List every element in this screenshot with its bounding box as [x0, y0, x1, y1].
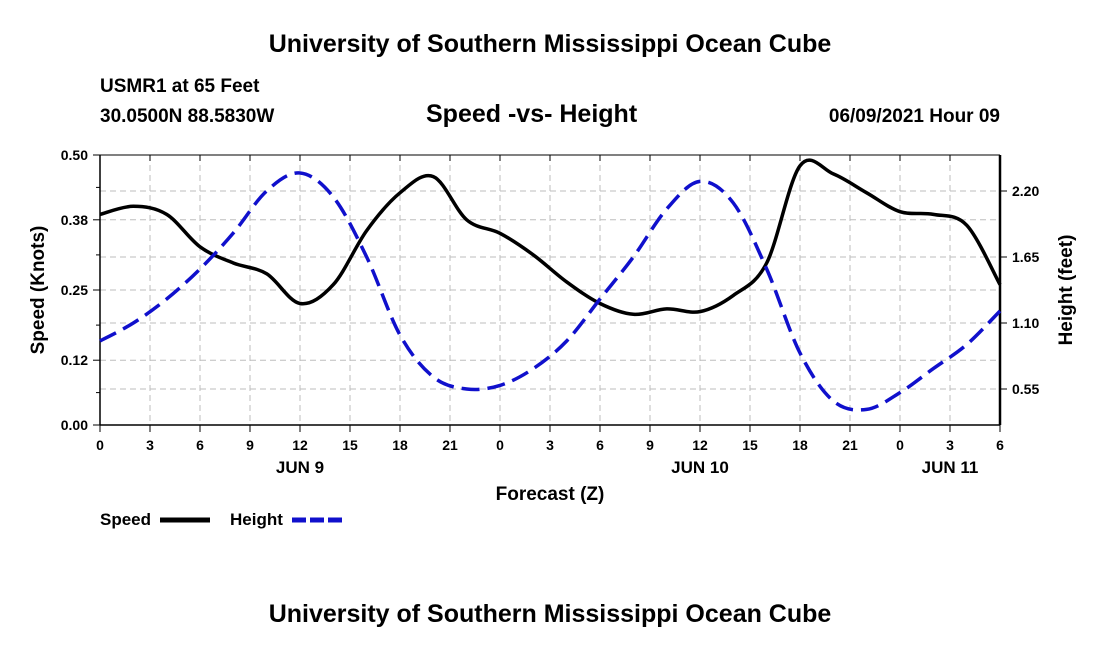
x-tick-label: 12 — [292, 437, 308, 453]
x-tick-label: 3 — [946, 437, 954, 453]
x-tick-label: 0 — [496, 437, 504, 453]
y2-tick-label: 2.20 — [1012, 183, 1039, 199]
x-tick-label: 6 — [596, 437, 604, 453]
x-tick-label: 18 — [392, 437, 408, 453]
x-tick-label: 3 — [146, 437, 154, 453]
y2-tick-label: 1.10 — [1012, 315, 1039, 331]
y-tick-label: 0.50 — [61, 147, 88, 163]
y-tick-label: 0.38 — [61, 212, 88, 228]
legend-label-height: Height — [230, 510, 283, 529]
x-tick-label: 0 — [896, 437, 904, 453]
day-label: JUN 10 — [671, 458, 729, 477]
y2-tick-label: 0.55 — [1012, 381, 1039, 397]
x-axis-label: Forecast (Z) — [496, 484, 605, 505]
x-tick-label: 6 — [996, 437, 1004, 453]
day-label: JUN 11 — [922, 458, 979, 477]
y-axis-label: Speed (Knots) — [28, 226, 49, 355]
x-tick-label: 9 — [246, 437, 254, 453]
x-tick-label: 18 — [792, 437, 808, 453]
x-tick-label: 3 — [546, 437, 554, 453]
x-tick-label: 6 — [196, 437, 204, 453]
x-tick-label: 15 — [342, 437, 358, 453]
x-tick-label: 9 — [646, 437, 654, 453]
x-tick-label: 21 — [842, 437, 858, 453]
y2-axis-label: Height (feet) — [1056, 235, 1077, 346]
series-line-speed — [99, 158, 1002, 317]
legend-label-speed: Speed — [100, 510, 151, 529]
y-tick-label: 0.00 — [61, 417, 88, 433]
day-label: JUN 9 — [276, 458, 324, 477]
x-tick-label: 0 — [96, 437, 104, 453]
y-tick-label: 0.12 — [61, 352, 88, 368]
x-tick-label: 21 — [442, 437, 458, 453]
top-title: University of Southern Mississippi Ocean… — [268, 30, 832, 58]
series-line-height — [99, 171, 1002, 412]
bottom-title: University of Southern Mississippi Ocean… — [268, 600, 832, 628]
x-tick-label: 12 — [692, 437, 708, 453]
coordinates-label: 30.0500N 88.5830W — [100, 106, 275, 127]
station-label: USMR1 at 65 Feet — [100, 76, 260, 97]
chart-title: Speed -vs- Height — [426, 100, 638, 128]
datetime-label: 06/09/2021 Hour 09 — [828, 106, 1000, 127]
y2-tick-label: 1.65 — [1012, 249, 1039, 265]
x-tick-label: 15 — [742, 437, 758, 453]
y-tick-label: 0.25 — [61, 282, 88, 298]
